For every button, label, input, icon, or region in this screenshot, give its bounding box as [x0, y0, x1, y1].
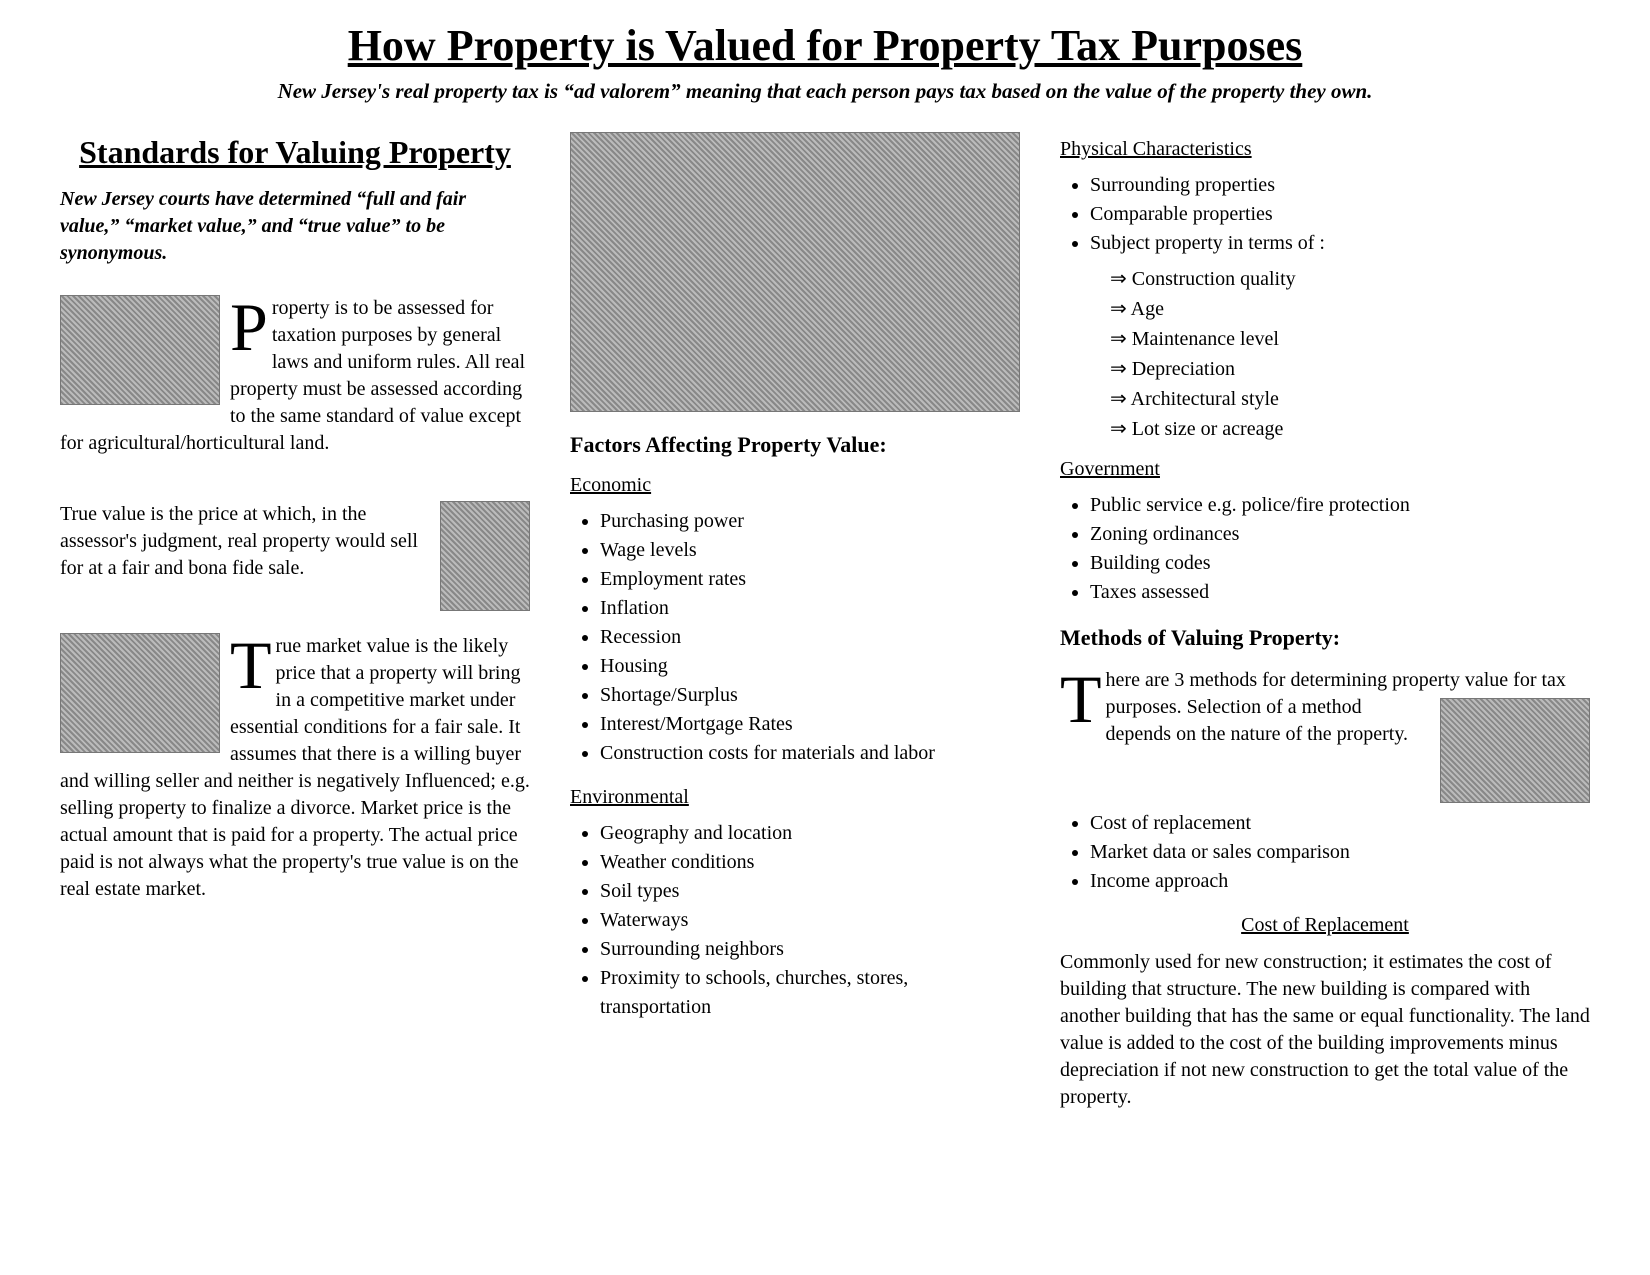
- list-item: Public service e.g. police/fire protecti…: [1090, 491, 1590, 520]
- physical-sublist: Construction quality Age Maintenance lev…: [1060, 264, 1590, 444]
- government-list: Public service e.g. police/fire protecti…: [1060, 491, 1590, 607]
- list-item: Recession: [600, 623, 1020, 652]
- list-item: Subject property in terms of :: [1090, 229, 1590, 258]
- house-clipart-image: [60, 295, 220, 405]
- list-item: Construction quality: [1110, 264, 1590, 294]
- list-item: Soil types: [600, 877, 1020, 906]
- list-item: Market data or sales comparison: [1090, 838, 1590, 867]
- cost-replacement-heading: Cost of Replacement: [1060, 914, 1590, 937]
- methods-list: Cost of replacement Market data or sales…: [1060, 809, 1590, 896]
- list-item: Income approach: [1090, 867, 1590, 896]
- column-standards: Standards for Valuing Property New Jerse…: [60, 132, 530, 1133]
- list-item: Depreciation: [1110, 354, 1590, 384]
- dropcap-p: P: [230, 295, 272, 357]
- list-item: Cost of replacement: [1090, 809, 1590, 838]
- list-item: Taxes assessed: [1090, 578, 1590, 607]
- list-item-text: Proximity to schools, churches, stores, …: [600, 967, 908, 1018]
- list-item: Inflation: [600, 594, 1020, 623]
- list-item: Proximity to schools, churches, stores, …: [600, 964, 1020, 1022]
- government-heading: Government: [1060, 458, 1590, 481]
- page-title: How Property is Valued for Property Tax …: [60, 20, 1590, 71]
- list-item: Construction costs for materials and lab…: [600, 739, 1020, 768]
- physical-list: Surrounding properties Comparable proper…: [1060, 171, 1590, 258]
- methods-intro: There are 3 methods for determining prop…: [1060, 667, 1590, 748]
- dropcap-t2: T: [1060, 667, 1106, 729]
- standards-heading: Standards for Valuing Property: [60, 132, 530, 172]
- methods-heading: Methods of Valuing Property:: [1060, 625, 1590, 651]
- environmental-list: Geography and location Weather condition…: [570, 819, 1020, 1022]
- houses-on-coins-image: [570, 132, 1020, 412]
- list-item: Interest/Mortgage Rates: [600, 710, 1020, 739]
- list-item: Zoning ordinances: [1090, 520, 1590, 549]
- list-item: Surrounding neighbors: [600, 935, 1020, 964]
- economic-heading: Economic: [570, 474, 1020, 497]
- factors-heading: Factors Affecting Property Value:: [570, 432, 1020, 458]
- list-item: Housing: [600, 652, 1020, 681]
- list-item: Weather conditions: [600, 848, 1020, 877]
- list-item: Maintenance level: [1110, 324, 1590, 354]
- standards-para3-block: True market value is the likely price th…: [60, 633, 530, 925]
- column-methods: Physical Characteristics Surrounding pro…: [1060, 132, 1590, 1133]
- cost-replacement-text: Commonly used for new construction; it e…: [1060, 949, 1590, 1111]
- list-item: Comparable properties: [1090, 200, 1590, 229]
- list-item: Wage levels: [600, 536, 1020, 565]
- list-item: Employment rates: [600, 565, 1020, 594]
- column-factors: Factors Affecting Property Value: Econom…: [570, 132, 1020, 1133]
- list-item: Age: [1110, 294, 1590, 324]
- columns-container: Standards for Valuing Property New Jerse…: [60, 132, 1590, 1133]
- page-subtitle: New Jersey's real property tax is “ad va…: [60, 79, 1590, 104]
- sold-sign-image: [60, 633, 220, 753]
- list-item: Shortage/Surplus: [600, 681, 1020, 710]
- list-item: Lot size or acreage: [1110, 414, 1590, 444]
- list-item: Surrounding properties: [1090, 171, 1590, 200]
- physical-heading: Physical Characteristics: [1060, 138, 1590, 161]
- list-item: Architectural style: [1110, 384, 1590, 414]
- for-sale-sign-image: [440, 501, 530, 611]
- list-item: Building codes: [1090, 549, 1590, 578]
- standards-para1-block: Property is to be assessed for taxation …: [60, 295, 530, 479]
- economic-list: Purchasing power Wage levels Employment …: [570, 507, 1020, 768]
- standards-intro: New Jersey courts have determined “full …: [60, 186, 530, 267]
- dropcap-t1: T: [230, 633, 276, 695]
- methods-intro-block: There are 3 methods for determining prop…: [1060, 667, 1590, 809]
- list-item: Geography and location: [600, 819, 1020, 848]
- list-item: Waterways: [600, 906, 1020, 935]
- list-item-text: Construction costs for materials and lab…: [600, 742, 935, 764]
- list-item: Purchasing power: [600, 507, 1020, 536]
- standards-para2-block: True value is the price at which, in the…: [60, 501, 530, 615]
- hands-house-image: [1440, 698, 1590, 803]
- environmental-heading: Environmental: [570, 786, 1020, 809]
